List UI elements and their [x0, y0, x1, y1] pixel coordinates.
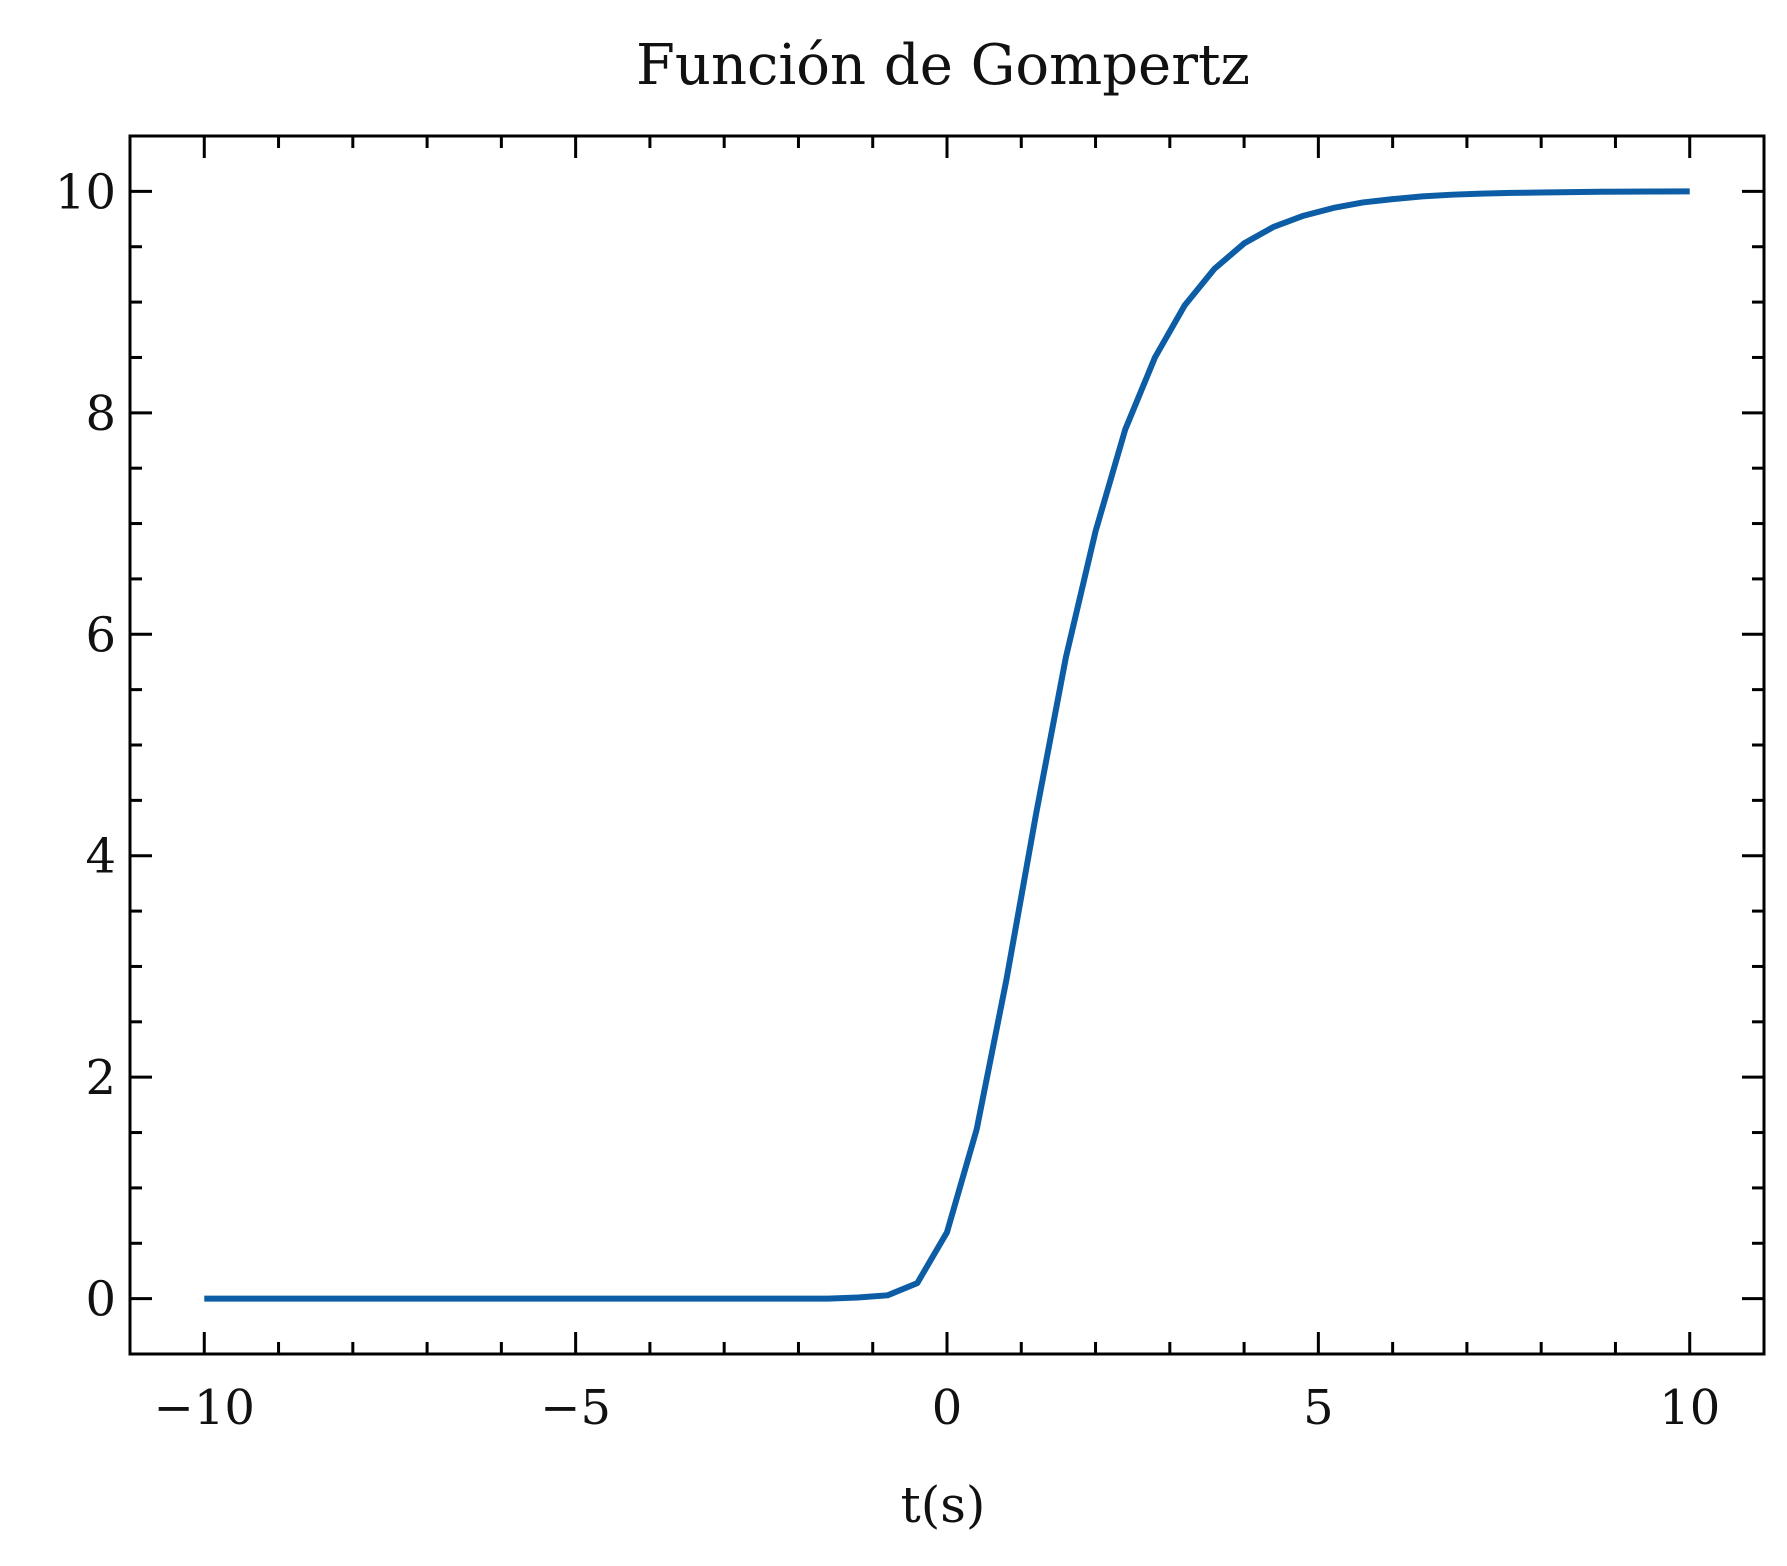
y-tick-label: 0 [85, 1272, 116, 1328]
x-tick-label: 5 [1303, 1380, 1334, 1436]
axis-ticks [130, 136, 1764, 1354]
series-line [204, 188, 1690, 1302]
x-tick-label: −5 [540, 1380, 611, 1436]
y-tick-label: 6 [85, 607, 116, 663]
y-tick-label: 8 [85, 386, 116, 442]
x-tick-label: 10 [1659, 1380, 1720, 1436]
x-axis-label: t(s) [901, 1476, 986, 1534]
y-tick-label: 4 [85, 829, 116, 885]
tick-labels: −10 −5 0 5 10 0 2 4 6 8 10 [55, 164, 1720, 1436]
plot-frame [128, 134, 1766, 1356]
chart-title: Función de Gompertz [636, 33, 1250, 98]
y-tick-label: 2 [85, 1050, 116, 1106]
y-tick-label: 10 [55, 164, 116, 220]
x-tick-label: 0 [932, 1380, 963, 1436]
x-tick-label: −10 [154, 1380, 255, 1436]
plot-area: −10 −5 0 5 10 0 2 4 6 8 10 [55, 134, 1766, 1436]
